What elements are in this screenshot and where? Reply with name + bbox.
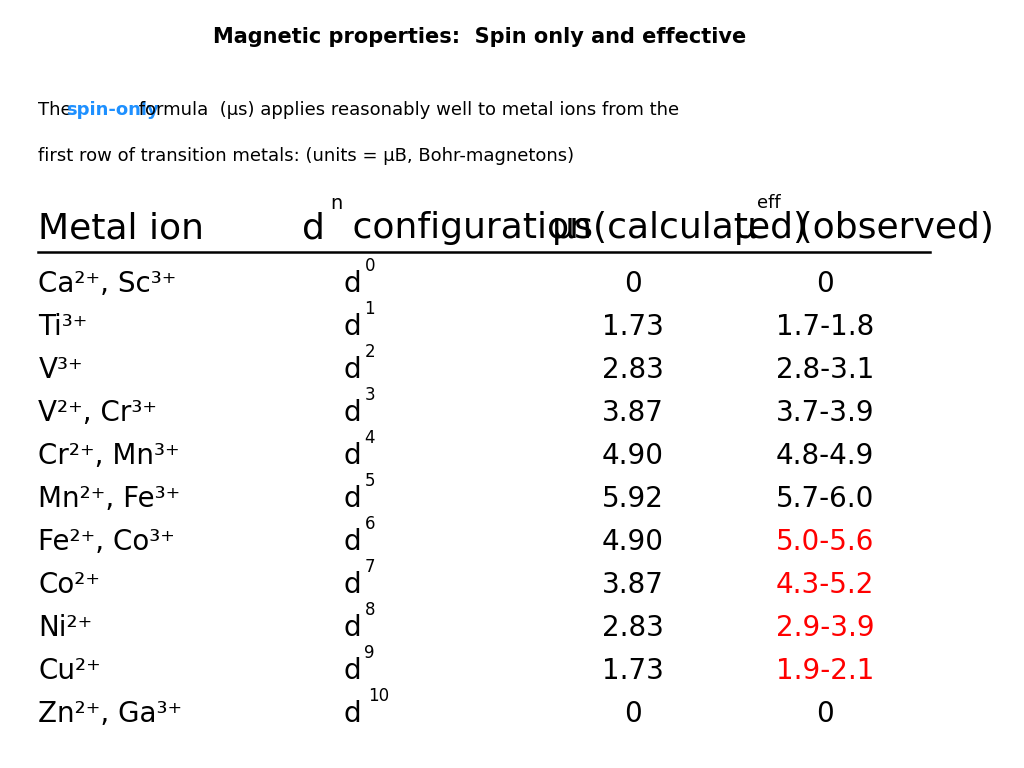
Text: 4.8-4.9: 4.8-4.9 bbox=[776, 442, 874, 470]
Text: d: d bbox=[343, 528, 361, 556]
Text: 2: 2 bbox=[365, 343, 375, 360]
Text: d: d bbox=[343, 485, 361, 513]
Text: 0: 0 bbox=[625, 270, 642, 298]
Text: V²⁺, Cr³⁺: V²⁺, Cr³⁺ bbox=[38, 399, 158, 427]
Text: spin-only: spin-only bbox=[67, 101, 159, 119]
Text: eff: eff bbox=[757, 194, 780, 212]
Text: Co²⁺: Co²⁺ bbox=[38, 571, 100, 599]
Text: d: d bbox=[343, 657, 361, 685]
Text: 5: 5 bbox=[365, 472, 375, 489]
Text: 3.87: 3.87 bbox=[602, 399, 664, 427]
Text: Ti³⁺: Ti³⁺ bbox=[38, 313, 88, 341]
Text: first row of transition metals: (units = μB, Bohr-magnetons): first row of transition metals: (units =… bbox=[38, 147, 574, 165]
Text: 5.92: 5.92 bbox=[602, 485, 664, 513]
Text: d: d bbox=[343, 571, 361, 599]
Text: Ca²⁺, Sc³⁺: Ca²⁺, Sc³⁺ bbox=[38, 270, 177, 298]
Text: 4.3-5.2: 4.3-5.2 bbox=[776, 571, 874, 599]
Text: 3.7-3.9: 3.7-3.9 bbox=[775, 399, 874, 427]
Text: 3.87: 3.87 bbox=[602, 571, 664, 599]
Text: 4: 4 bbox=[365, 429, 375, 446]
Text: 5.0-5.6: 5.0-5.6 bbox=[776, 528, 874, 556]
Text: μ: μ bbox=[734, 211, 757, 245]
Text: 9: 9 bbox=[365, 644, 375, 661]
Text: 0: 0 bbox=[625, 700, 642, 728]
Text: 1.73: 1.73 bbox=[602, 313, 664, 341]
Text: 1.73: 1.73 bbox=[602, 657, 664, 685]
Text: (observed): (observed) bbox=[787, 211, 994, 245]
Text: 0: 0 bbox=[365, 257, 375, 274]
Text: 1.7-1.8: 1.7-1.8 bbox=[776, 313, 874, 341]
Text: V³⁺: V³⁺ bbox=[38, 356, 83, 384]
Text: Cr²⁺, Mn³⁺: Cr²⁺, Mn³⁺ bbox=[38, 442, 180, 470]
Text: Ni²⁺: Ni²⁺ bbox=[38, 614, 92, 642]
Text: d: d bbox=[343, 442, 361, 470]
Text: 4.90: 4.90 bbox=[602, 442, 664, 470]
Text: n: n bbox=[330, 194, 342, 213]
Text: 8: 8 bbox=[365, 601, 375, 618]
Text: 0: 0 bbox=[816, 270, 834, 298]
Text: Fe²⁺, Co³⁺: Fe²⁺, Co³⁺ bbox=[38, 528, 175, 556]
Text: 2.8-3.1: 2.8-3.1 bbox=[776, 356, 874, 384]
Text: d: d bbox=[302, 211, 325, 245]
Text: 1.9-2.1: 1.9-2.1 bbox=[776, 657, 874, 685]
Text: d: d bbox=[343, 270, 361, 298]
Text: d: d bbox=[343, 399, 361, 427]
Text: formula  (μs) applies reasonably well to metal ions from the: formula (μs) applies reasonably well to … bbox=[133, 101, 679, 119]
Text: d: d bbox=[343, 700, 361, 728]
Text: 2.83: 2.83 bbox=[602, 614, 664, 642]
Text: 10: 10 bbox=[369, 687, 389, 704]
Text: 3: 3 bbox=[365, 386, 375, 403]
Text: d: d bbox=[343, 614, 361, 642]
Text: Magnetic properties:  Spin only and effective: Magnetic properties: Spin only and effec… bbox=[213, 27, 746, 47]
Text: 5.7-6.0: 5.7-6.0 bbox=[776, 485, 874, 513]
Text: Zn²⁺, Ga³⁺: Zn²⁺, Ga³⁺ bbox=[38, 700, 182, 728]
Text: Cu²⁺: Cu²⁺ bbox=[38, 657, 101, 685]
Text: 1: 1 bbox=[365, 300, 375, 317]
Text: The: The bbox=[38, 101, 78, 119]
Text: Metal ion: Metal ion bbox=[38, 211, 205, 245]
Text: 2.9-3.9: 2.9-3.9 bbox=[775, 614, 874, 642]
Text: 6: 6 bbox=[365, 515, 375, 532]
Text: 4.90: 4.90 bbox=[602, 528, 664, 556]
Text: 0: 0 bbox=[816, 700, 834, 728]
Text: 7: 7 bbox=[365, 558, 375, 575]
Text: d: d bbox=[343, 313, 361, 341]
Text: Mn²⁺, Fe³⁺: Mn²⁺, Fe³⁺ bbox=[38, 485, 180, 513]
Text: d: d bbox=[343, 356, 361, 384]
Text: μs(calculated): μs(calculated) bbox=[552, 211, 808, 245]
Text: 2.83: 2.83 bbox=[602, 356, 664, 384]
Text: configuration: configuration bbox=[341, 211, 593, 245]
